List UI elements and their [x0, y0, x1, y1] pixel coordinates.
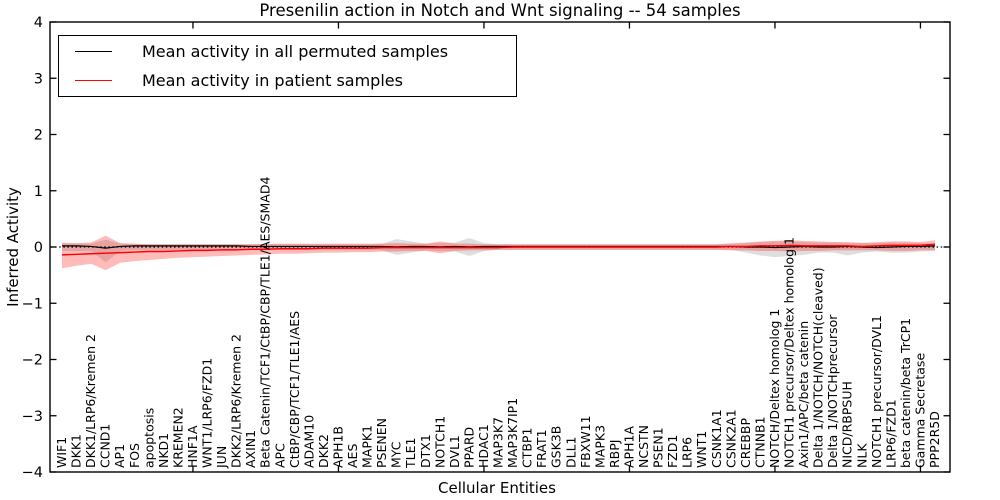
legend-label-permuted: Mean activity in all permuted samples [142, 42, 449, 62]
x-category-label: MYC [389, 441, 404, 468]
x-category-label: CTNNB1 [752, 416, 767, 468]
x-category-label: beta catenin/beta TrCP1 [898, 318, 913, 468]
x-category-label: CSNK2A1 [723, 409, 738, 468]
x-category-label: Beta Catenin/TCF1/CtBP/CBP/TLE1/AES/SMAD… [258, 177, 273, 468]
patient-mean-line [61, 243, 936, 256]
x-category-label: NLK [854, 443, 869, 468]
x-category-label: DKK1/LRP6/Kremen 2 [83, 334, 98, 468]
x-category-label: HNF1A [185, 425, 200, 468]
x-category-label: DKK2/LRP6/Kremen 2 [229, 334, 244, 468]
legend: Mean activity in all permuted samples Me… [58, 35, 517, 97]
y-tick-label: 2 [34, 128, 43, 144]
x-category-label: MAP3K7IP1 [505, 398, 520, 468]
y-tick-label: 4 [34, 15, 43, 31]
x-category-label: Delta 1/NOTCH/NOTCH(cleaved) [811, 267, 826, 468]
x-category-label: Axin1/APC/beta catenin [796, 321, 811, 468]
patient-line-swatch [75, 79, 112, 81]
x-category-label: FRAT1 [534, 429, 549, 468]
y-axis-label: Inferred Activity [4, 187, 22, 307]
x-axis-label: Cellular Entities [438, 479, 556, 497]
y-tick-label: 0 [34, 240, 43, 256]
x-category-label: KREMEN2 [170, 407, 185, 468]
y-tick-label: −4 [22, 465, 43, 481]
x-category-label: MAPK1 [360, 425, 375, 468]
x-category-label: WNT1 [694, 431, 709, 468]
x-category-label: Delta 1/NOTCHprecursor [825, 314, 840, 468]
x-category-label: APH1A [621, 426, 636, 468]
x-category-label: NOTCH1 precursor/Deltex homolog 1 [782, 237, 797, 468]
permuted-band [62, 238, 935, 263]
x-category-label: NICD/RBPSUH [840, 381, 855, 468]
x-category-label: FOS [127, 443, 142, 468]
x-category-label: Gamma Secretase [912, 353, 927, 468]
y-tick-label: −1 [22, 296, 43, 312]
x-category-label: WIF1 [54, 437, 69, 468]
x-category-label: DKK1 [69, 434, 84, 468]
x-category-label: DVL1 [447, 435, 462, 468]
x-category-label: NCSTN [636, 425, 651, 468]
x-category-label: FBXW11 [578, 415, 593, 468]
x-category-label: GSK3B [549, 426, 564, 468]
x-category-label: PPP2R5D [927, 411, 942, 468]
x-category-label: CCND1 [98, 424, 113, 468]
x-category-label: FZD1 [665, 435, 680, 468]
permuted-mean-line [62, 245, 936, 249]
x-category-label: NOTCH1 [432, 416, 447, 468]
x-category-label: RBPJ [607, 440, 622, 469]
y-tick-label: −3 [22, 409, 43, 425]
y-tick-label: 3 [34, 71, 43, 87]
x-category-label: PSEN1 [651, 427, 666, 468]
x-category-label: PSENEN [374, 418, 389, 468]
permuted-line-swatch [75, 51, 112, 53]
x-category-label: MAP3K7 [491, 417, 506, 468]
x-category-label: ADAM10 [301, 415, 316, 468]
x-category-label: PPARD [461, 427, 476, 468]
x-category-label: apoptosis [141, 408, 156, 468]
x-category-label: DKK2 [316, 434, 331, 468]
legend-label-patient: Mean activity in patient samples [142, 70, 403, 90]
x-category-label: AP1 [112, 444, 127, 468]
x-category-label: DLL1 [563, 436, 578, 468]
y-tick-label: −2 [22, 353, 43, 369]
x-category-label: NKD1 [156, 433, 171, 468]
x-category-label: APC [272, 443, 287, 468]
x-category-label: NOTCH1 precursor/DVL1 [869, 315, 884, 468]
x-category-label: CREBBP [738, 418, 753, 468]
x-category-label: LRP6/FZD1 [883, 399, 898, 468]
x-category-label: CTBP1 [520, 428, 535, 468]
legend-item-permuted: Mean activity in all permuted samples [59, 39, 516, 65]
x-category-label: LRP6 [680, 437, 695, 468]
x-category-label: DTX1 [418, 434, 433, 468]
x-category-label: AXIN1 [243, 430, 258, 468]
y-tick-label: 1 [34, 184, 43, 200]
x-category-label: CtBP/CBP/TCF1/TLE1/AES [287, 311, 302, 468]
x-category-label: WNT1/LRP6/FZD1 [200, 358, 215, 468]
x-category-label: NOTCH/Deltex homolog 1 [767, 309, 782, 468]
legend-item-patient: Mean activity in patient samples [59, 67, 516, 93]
chart-title: Presenilin action in Notch and Wnt signa… [259, 1, 741, 20]
x-category-label: MAPK3 [592, 425, 607, 468]
patient-band [62, 235, 935, 271]
x-category-label: APH1B [330, 426, 345, 468]
x-category-label: JUN [214, 446, 229, 469]
x-category-label: CSNK1A1 [709, 409, 724, 468]
x-category-label: HDAC1 [476, 424, 491, 468]
x-category-label: TLE1 [403, 438, 418, 469]
x-category-label: AES [345, 444, 360, 468]
